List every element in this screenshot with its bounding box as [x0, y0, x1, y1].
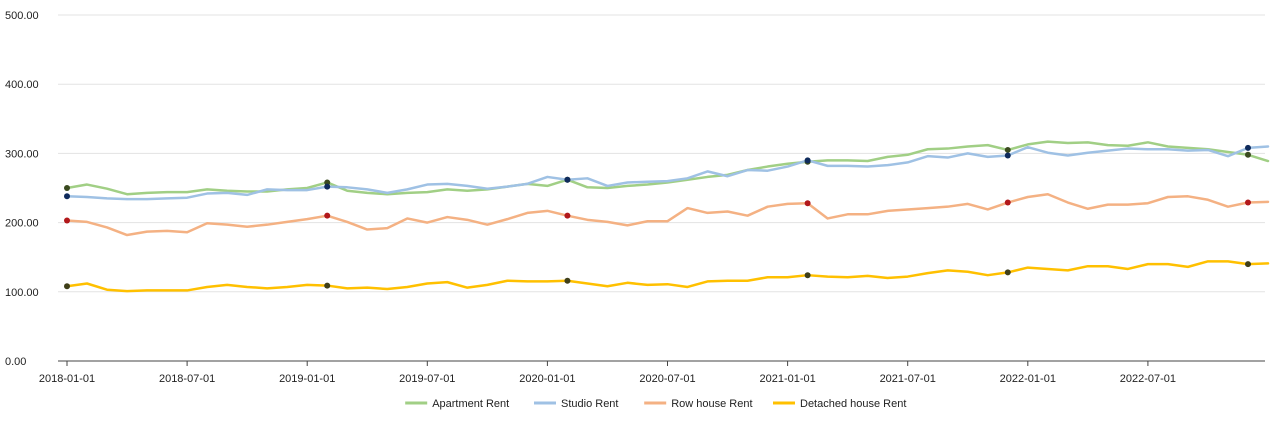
y-tick-label: 300.00: [5, 148, 39, 160]
data-point-marker: [64, 217, 70, 224]
y-tick-label: 200.00: [5, 218, 39, 230]
legend-label: Apartment Rent: [432, 398, 509, 410]
data-point-marker: [1004, 146, 1011, 153]
y-axis: 0.00 100.00 200.00 300.00 400.00 500.00: [5, 10, 39, 368]
data-point-marker: [804, 157, 811, 164]
x-tick-label: 2022-07-01: [1120, 373, 1176, 385]
data-point-marker: [804, 272, 811, 279]
data-point-marker: [564, 176, 571, 183]
x-tick-label: 2018-07-01: [159, 373, 215, 385]
data-point-marker: [64, 283, 70, 290]
data-point-marker: [1004, 199, 1011, 206]
data-point-marker: [64, 193, 70, 200]
series-line-apartment-rent: [65, 140, 1270, 196]
x-tick-label: 2021-07-01: [880, 373, 936, 385]
data-point-marker: [1245, 144, 1251, 151]
series-line-studio-rent: [65, 145, 1270, 201]
y-tick-label: 400.00: [5, 79, 39, 91]
data-point-marker: [804, 200, 811, 207]
series-line-detached-house-rent: [65, 260, 1270, 293]
data-point-marker: [1245, 199, 1251, 206]
data-point-marker: [324, 183, 331, 190]
x-tick-label: 2020-07-01: [639, 373, 695, 385]
x-tick-label: 2021-01-01: [759, 373, 815, 385]
y-tick-label: 500.00: [5, 10, 39, 22]
legend-label: Detached house Rent: [800, 398, 906, 410]
data-point-marker: [1004, 152, 1011, 159]
data-point-marker: [564, 277, 571, 284]
data-point-marker: [64, 185, 70, 191]
data-point-marker: [1004, 269, 1011, 276]
series-markers: [64, 144, 1251, 290]
y-tick-label: 0.00: [5, 356, 26, 368]
x-tick-label: 2018-01-01: [39, 373, 95, 385]
data-point-marker: [564, 212, 571, 219]
x-tick-label: 2020-01-01: [519, 373, 575, 385]
y-tick-label: 100.00: [5, 287, 39, 299]
x-tick-label: 2022-01-01: [1000, 373, 1056, 385]
series-line-row-house-rent: [65, 192, 1270, 237]
legend-label: Studio Rent: [561, 398, 618, 410]
data-point-marker: [324, 179, 331, 186]
gridlines: [58, 14, 1265, 293]
data-point-marker: [324, 212, 331, 219]
legend-label: Row house Rent: [671, 398, 752, 410]
legend: Apartment Rent Studio Rent Row house Rent D…: [405, 398, 906, 410]
series-lines: [65, 140, 1270, 293]
data-point-marker: [1245, 261, 1251, 268]
x-axis: 2018-01-01 2018-07-01 2019-01-01 2019-07-01…: [39, 360, 1265, 385]
data-point-marker: [1245, 151, 1251, 158]
x-tick-label: 2019-07-01: [399, 373, 455, 385]
x-tick-label: 2019-01-01: [279, 373, 335, 385]
data-point-marker: [324, 282, 331, 289]
